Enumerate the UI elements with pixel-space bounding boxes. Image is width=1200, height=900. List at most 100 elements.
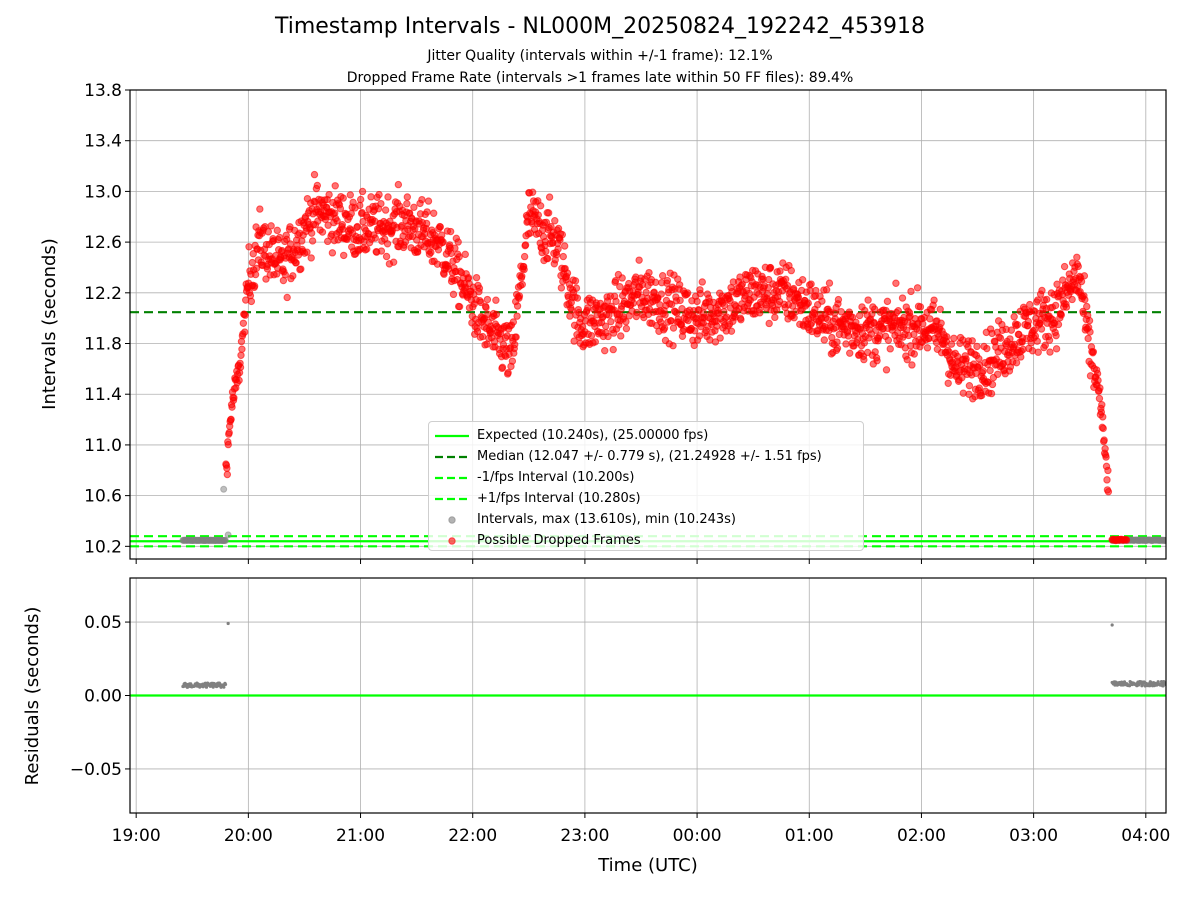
dropped-frame-point — [645, 268, 653, 277]
dropped-frame-point — [871, 348, 879, 356]
dropped-frame-point — [979, 367, 987, 375]
intervals-y-tick-label: 10.6 — [84, 487, 122, 507]
dropped-frame-point — [371, 234, 379, 242]
dropped-frame-point — [894, 306, 902, 315]
dropped-frame-point — [572, 284, 581, 292]
dropped-frame-point — [950, 334, 958, 342]
interval-point — [220, 485, 228, 493]
legend-gray-dot-icon — [448, 516, 456, 524]
intervals-y-tick-label: 13.8 — [84, 81, 122, 101]
dropped-frame-point — [512, 333, 520, 341]
dropped-frame-point — [919, 320, 927, 328]
dropped-frame-point — [958, 374, 966, 382]
dropped-frame-point — [429, 209, 438, 217]
dropped-frame-point — [962, 355, 970, 363]
dropped-frame-point — [642, 288, 650, 297]
dropped-frame-point — [544, 209, 553, 217]
dropped-frame-point — [908, 361, 916, 369]
dropped-frame-point — [727, 327, 736, 335]
dropped-frame-point — [611, 276, 620, 285]
dropped-frame-point — [318, 228, 327, 236]
dropped-frame-point — [651, 278, 660, 287]
dropped-frame-point — [384, 193, 392, 201]
dropped-frame-point — [886, 345, 894, 353]
dropped-frame-point — [713, 322, 721, 330]
dropped-frame-point — [303, 248, 311, 256]
dropped-frame-point — [477, 298, 485, 307]
dropped-frame-point — [511, 340, 519, 349]
dropped-frame-point — [504, 368, 512, 377]
dropped-frame-point — [804, 299, 812, 307]
dropped-frame-point — [336, 204, 345, 213]
dropped-frame-point — [427, 248, 435, 257]
dropped-frame-point — [308, 237, 317, 245]
dropped-frame-point — [473, 327, 482, 336]
dropped-frame-point — [629, 299, 638, 307]
dropped-frame-point — [818, 297, 826, 305]
dropped-frame-point — [987, 389, 996, 398]
dropped-frame-point — [230, 394, 238, 402]
dropped-frame-point — [1086, 328, 1094, 336]
residual-point — [1167, 684, 1170, 687]
dropped-frame-point — [907, 287, 915, 296]
dropped-frame-point — [936, 305, 944, 313]
dropped-frame-point — [871, 305, 879, 313]
dropped-frame-point — [667, 317, 675, 325]
legend-item-dropped: Possible Dropped Frames — [429, 530, 863, 551]
dropped-frame-point — [383, 240, 392, 248]
dropped-frame-point — [860, 355, 868, 364]
dropped-frame-point — [1057, 311, 1065, 319]
dropped-frame-point — [310, 170, 319, 179]
dropped-frame-point — [418, 195, 426, 204]
dropped-frame-point — [910, 350, 918, 358]
dropped-frame-point — [676, 296, 684, 305]
dropped-frame-subtitle: Dropped Frame Rate (intervals >1 frames … — [346, 70, 854, 86]
dropped-frame-point — [410, 203, 418, 211]
intervals-x-ticks — [135, 559, 1147, 564]
legend-dashed-line-icon — [435, 476, 469, 480]
dropped-frame-point — [289, 272, 297, 280]
dropped-frame-point — [864, 296, 872, 304]
dropped-frame-point — [983, 344, 991, 353]
dropped-frame-point — [820, 336, 828, 344]
dropped-frame-point — [604, 332, 612, 341]
residual-point — [204, 685, 209, 689]
dropped-frame-point — [1034, 348, 1042, 356]
dropped-frame-point — [353, 222, 362, 231]
dropped-frame-point — [377, 247, 386, 255]
dropped-frame-point — [248, 258, 257, 267]
dropped-frame-point — [475, 284, 484, 292]
dropped-frame-point — [937, 319, 945, 327]
dropped-frame-point — [898, 294, 907, 302]
dropped-frame-point — [790, 314, 798, 322]
dropped-frame-point — [601, 346, 609, 355]
legend-label: Intervals, max (13.610s), min (10.243s) — [477, 512, 736, 527]
dropped-frame-point — [693, 297, 701, 306]
dropped-frame-point — [225, 428, 233, 437]
dropped-frame-point — [436, 223, 444, 231]
dropped-frame-point — [358, 187, 367, 196]
dropped-frame-point — [669, 342, 677, 350]
intervals-y-tick-label: 13.0 — [84, 182, 122, 202]
dropped-frame-point — [1026, 300, 1034, 309]
dropped-frame-point — [842, 340, 850, 348]
dropped-frame-point — [756, 309, 764, 317]
dropped-frame-point — [559, 252, 567, 261]
dropped-frame-point — [1052, 331, 1060, 340]
dropped-frame-point — [331, 182, 339, 190]
residuals-y-tick-label: 0.05 — [84, 613, 122, 633]
dropped-frame-point — [513, 302, 522, 310]
dropped-frame-point — [455, 302, 464, 311]
x-tick-label: 19:00 — [112, 826, 161, 846]
dropped-frame-point — [518, 280, 526, 289]
x-tick-label: 00:00 — [673, 826, 722, 846]
dropped-frame-point — [1083, 302, 1091, 311]
dropped-frame-point — [766, 264, 775, 272]
dropped-frame-point — [250, 282, 259, 290]
x-tick-label: 22:00 — [448, 826, 497, 846]
dropped-frame-point — [521, 241, 530, 249]
dropped-frame-point — [764, 284, 772, 292]
dropped-frame-point — [307, 229, 316, 237]
